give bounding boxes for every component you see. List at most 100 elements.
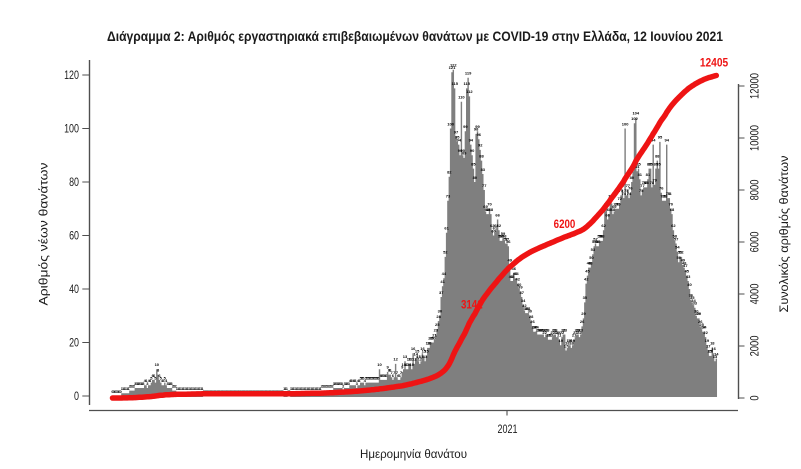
svg-text:2: 2: [173, 383, 176, 388]
svg-text:1: 1: [286, 386, 289, 391]
svg-text:1: 1: [292, 386, 295, 391]
svg-text:92: 92: [478, 143, 483, 148]
svg-text:95: 95: [455, 135, 460, 140]
svg-text:95: 95: [658, 135, 663, 140]
svg-text:20: 20: [431, 335, 436, 340]
svg-text:4: 4: [357, 378, 360, 383]
svg-text:1: 1: [192, 386, 195, 391]
svg-text:24: 24: [701, 325, 706, 330]
svg-text:77: 77: [626, 183, 631, 188]
svg-text:1: 1: [290, 386, 293, 391]
svg-text:22: 22: [554, 330, 559, 335]
svg-text:54: 54: [675, 244, 680, 249]
svg-text:1: 1: [313, 386, 316, 391]
svg-text:5: 5: [372, 375, 375, 380]
svg-text:94: 94: [456, 137, 461, 142]
svg-text:3: 3: [137, 381, 140, 386]
svg-text:20: 20: [430, 335, 435, 340]
svg-text:1: 1: [123, 386, 126, 391]
svg-text:0: 0: [115, 389, 118, 394]
svg-text:85: 85: [471, 161, 476, 166]
svg-text:21: 21: [557, 333, 562, 338]
svg-text:3: 3: [334, 381, 337, 386]
svg-text:68: 68: [486, 207, 491, 212]
svg-text:5: 5: [150, 375, 153, 380]
svg-text:15: 15: [424, 349, 429, 354]
svg-text:6: 6: [380, 373, 383, 378]
svg-text:43: 43: [510, 274, 515, 279]
svg-text:13: 13: [713, 354, 718, 359]
svg-text:16: 16: [420, 346, 425, 351]
svg-text:62: 62: [671, 223, 676, 228]
svg-text:31: 31: [524, 306, 529, 311]
svg-text:2: 2: [323, 383, 326, 388]
svg-text:90: 90: [458, 148, 463, 153]
svg-text:8: 8: [388, 367, 391, 372]
svg-text:9: 9: [401, 365, 404, 370]
svg-text:1: 1: [283, 386, 286, 391]
svg-text:3: 3: [339, 381, 342, 386]
svg-text:4: 4: [358, 378, 361, 383]
svg-text:18: 18: [565, 341, 570, 346]
svg-text:2: 2: [321, 383, 324, 388]
svg-text:1: 1: [299, 386, 302, 391]
svg-text:68: 68: [611, 207, 616, 212]
svg-text:13: 13: [419, 354, 424, 359]
svg-text:121: 121: [449, 65, 456, 70]
svg-text:37: 37: [439, 290, 444, 295]
svg-text:2: 2: [174, 383, 177, 388]
svg-text:22: 22: [560, 330, 565, 335]
svg-text:4: 4: [364, 378, 367, 383]
svg-text:1: 1: [311, 386, 314, 391]
svg-text:74: 74: [667, 191, 672, 196]
svg-text:Αριθμός νέων θανάτων: Αριθμός νέων θανάτων: [37, 163, 51, 306]
svg-text:66: 66: [605, 212, 610, 217]
svg-text:0: 0: [119, 389, 122, 394]
svg-text:1: 1: [125, 386, 128, 391]
svg-text:1: 1: [184, 386, 187, 391]
svg-text:30: 30: [694, 309, 699, 314]
svg-text:25: 25: [435, 322, 440, 327]
svg-text:4: 4: [352, 378, 355, 383]
svg-text:6200: 6200: [554, 217, 576, 231]
svg-text:5: 5: [377, 375, 380, 380]
svg-text:94: 94: [651, 137, 656, 142]
svg-text:49: 49: [507, 258, 512, 263]
svg-text:57: 57: [593, 236, 598, 241]
svg-text:57: 57: [503, 236, 508, 241]
svg-text:23: 23: [537, 327, 542, 332]
svg-text:22: 22: [703, 330, 708, 335]
svg-text:7: 7: [393, 370, 396, 375]
svg-text:104: 104: [632, 111, 639, 116]
svg-text:1: 1: [317, 386, 320, 391]
svg-text:34: 34: [691, 298, 696, 303]
svg-text:35: 35: [583, 295, 588, 300]
svg-text:5: 5: [366, 375, 369, 380]
svg-text:1: 1: [189, 386, 192, 391]
svg-text:5: 5: [369, 375, 372, 380]
svg-text:22: 22: [542, 330, 547, 335]
svg-text:2: 2: [325, 383, 328, 388]
svg-text:29: 29: [695, 311, 700, 316]
svg-text:4: 4: [350, 378, 353, 383]
svg-text:58: 58: [499, 234, 504, 239]
svg-text:73: 73: [446, 194, 451, 199]
svg-text:21: 21: [548, 333, 553, 338]
svg-text:69: 69: [483, 204, 488, 209]
svg-text:58: 58: [600, 234, 605, 239]
svg-text:23: 23: [575, 327, 580, 332]
svg-text:22: 22: [550, 330, 555, 335]
svg-text:6: 6: [397, 373, 400, 378]
svg-text:85: 85: [636, 161, 641, 166]
svg-text:69: 69: [612, 204, 617, 209]
svg-text:75: 75: [624, 188, 629, 193]
svg-text:81: 81: [646, 172, 651, 177]
svg-text:85: 85: [656, 161, 661, 166]
svg-text:1: 1: [126, 386, 129, 391]
svg-text:68: 68: [607, 207, 612, 212]
svg-text:3: 3: [345, 381, 348, 386]
svg-text:23: 23: [552, 327, 557, 332]
svg-text:16: 16: [411, 346, 416, 351]
svg-text:73: 73: [663, 194, 668, 199]
svg-text:73: 73: [660, 194, 665, 199]
